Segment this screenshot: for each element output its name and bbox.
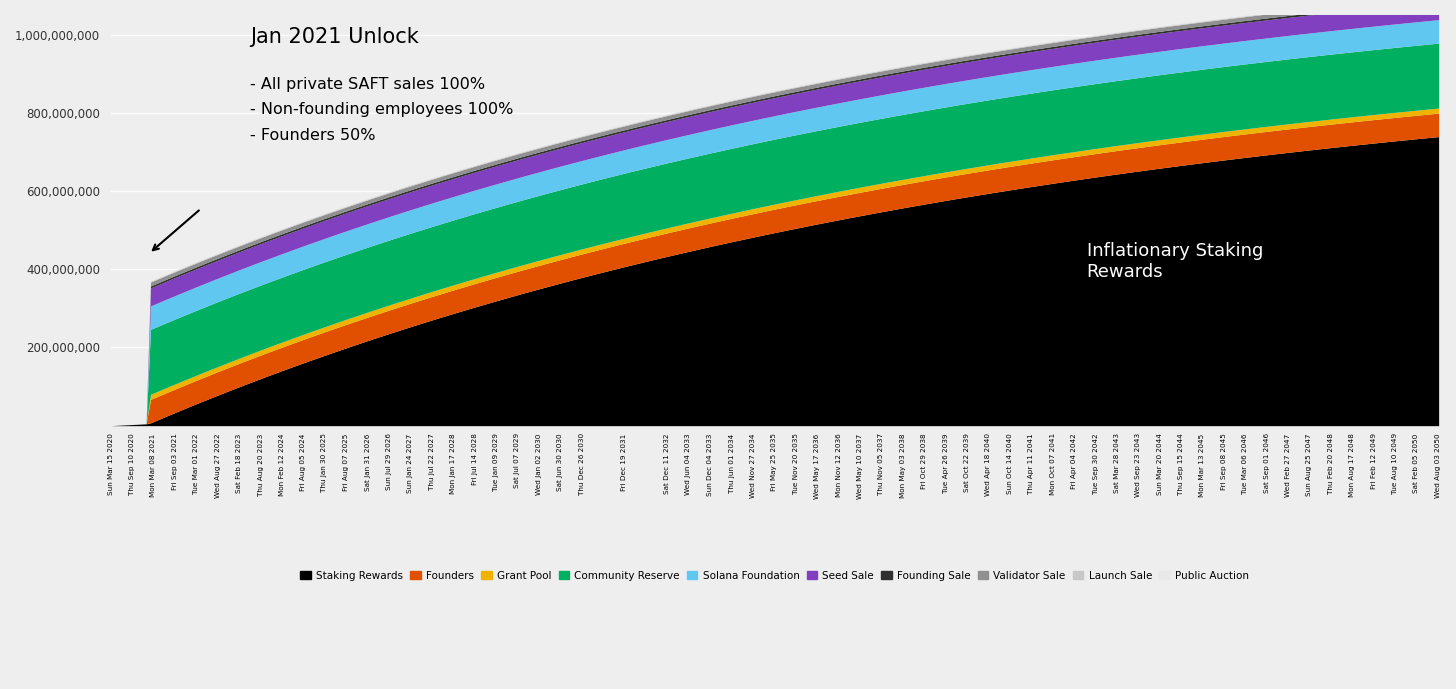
Text: Inflationary Staking
Rewards: Inflationary Staking Rewards xyxy=(1086,242,1262,281)
Legend: Staking Rewards, Founders, Grant Pool, Community Reserve, Solana Foundation, See: Staking Rewards, Founders, Grant Pool, C… xyxy=(296,566,1254,585)
Text: - All private SAFT sales 100%
- Non-founding employees 100%
- Founders 50%: - All private SAFT sales 100% - Non-foun… xyxy=(250,76,514,143)
Text: Jan 2021 Unlock: Jan 2021 Unlock xyxy=(250,28,419,48)
